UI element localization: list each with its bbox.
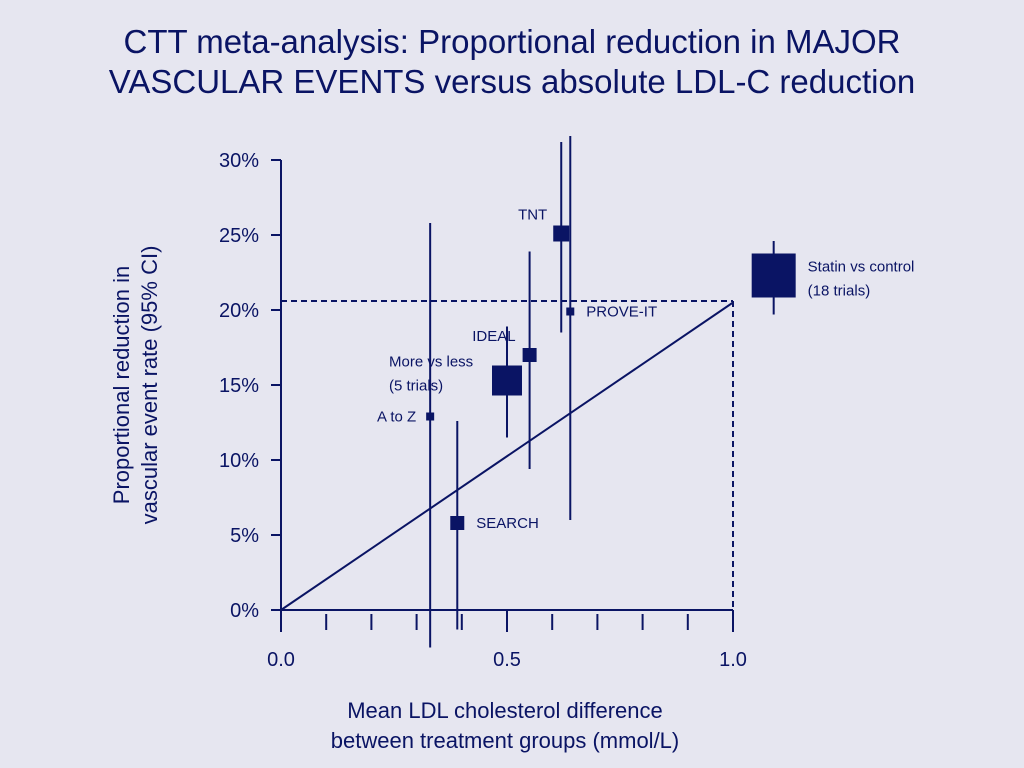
data-point-label: A to Z [377,409,416,426]
data-point-label: IDEAL [472,328,515,345]
data-point [492,365,522,396]
y-tick-label: 15% [219,375,259,397]
x-tick-label: 0.5 [493,649,521,671]
data-point [553,225,570,242]
data-point-label-line: IDEAL [472,328,515,345]
data-point [566,307,575,316]
y-axis-title-line: Proportional reduction in [109,266,134,504]
x-axis-title: Mean LDL cholesterol difference between t… [331,698,680,753]
data-point-label-line: A to Z [377,409,416,426]
data-point-label: SEARCH [476,515,539,532]
data-point-label-line: SEARCH [476,515,539,532]
x-axis-title-line: Mean LDL cholesterol difference [347,698,663,723]
data-point-label-line: Statin vs control [808,259,915,276]
data-point-label-line: (5 trials) [389,378,443,395]
data-point [751,253,796,298]
y-tick-label: 25% [219,225,259,247]
data-point-label-line: PROVE-IT [586,304,657,321]
data-point-label-line: TNT [518,207,547,224]
y-tick-label: 30% [219,150,259,172]
data-point-label: Statin vs control (18 trials) [808,259,915,300]
x-tick-label: 0.0 [267,649,295,671]
regression-line [280,301,734,611]
chart-title-line-2: VASCULAR EVENTS versus absolute LDL-C re… [108,63,916,100]
y-tick-label: 5% [230,525,259,547]
y-tick-label: 10% [219,450,259,472]
chart-title: CTT meta-analysis: Proportional reductio… [0,22,1024,102]
x-tick-label: 1.0 [719,649,747,671]
data-point-label: TNT [518,207,547,224]
x-axis-title-line: between treatment groups (mmol/L) [331,728,680,753]
chart-title-line-1: CTT meta-analysis: Proportional reductio… [123,23,901,60]
data-point [522,348,537,362]
data-point-label-line: (18 trials) [808,283,871,300]
data-point [426,412,435,421]
data-point [450,516,465,530]
y-axis-title-line: vascular event rate (95% CI) [137,246,162,525]
data-point-label: PROVE-IT [586,304,657,321]
y-tick-label: 20% [219,300,259,322]
y-tick-label: 0% [230,600,259,622]
y-axis-title: Proportional reduction in vascular event … [109,246,162,525]
